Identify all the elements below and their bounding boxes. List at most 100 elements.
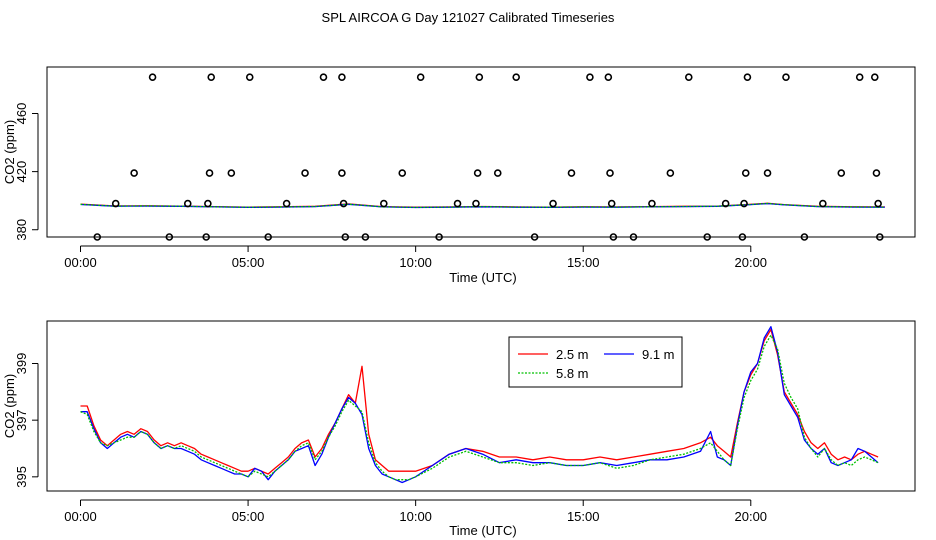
legend: 2.5 m 5.8 m 9.1 m <box>508 336 683 388</box>
scatter-point <box>876 233 884 241</box>
bottom-series-2-5-m <box>80 328 879 475</box>
top-y-tick-label: 380 <box>14 219 29 241</box>
scatter-point <box>339 199 348 208</box>
bottom-y-tick-label: 399 <box>14 353 29 375</box>
bottom-y-tick-label: 397 <box>14 409 29 431</box>
scatter-point <box>165 233 174 241</box>
scatter-point <box>473 169 482 177</box>
scatter-point <box>738 233 747 241</box>
top-x-axis-label: Time (UTC) <box>449 270 516 285</box>
bottom-y-axis-label: CO2 (ppm) <box>2 374 17 438</box>
scatter-point <box>361 233 370 241</box>
legend-label-9-1m: 9.1 m <box>642 347 675 362</box>
scatter-point <box>264 233 272 241</box>
plot-frame-top <box>46 66 916 238</box>
scatter-point <box>380 199 388 208</box>
scatter-point <box>837 169 846 177</box>
scatter-point <box>475 73 484 81</box>
top-y-tick-label: 460 <box>14 103 29 125</box>
scatter-point <box>493 169 502 177</box>
scatter-point <box>855 73 864 81</box>
top-x-tick-label: 15:00 <box>567 255 600 270</box>
scatter-point <box>819 199 827 208</box>
bottom-x-axis: 00:00 05:00 10:00 15:00 20:00 <box>64 499 768 524</box>
scatter-point <box>204 199 212 208</box>
scatter-point <box>648 199 656 208</box>
scatter-point <box>398 169 407 177</box>
scatter-point <box>512 73 520 81</box>
scatter-point <box>435 233 443 241</box>
scatter-point <box>338 73 346 81</box>
scatter-point <box>472 199 480 208</box>
legend-label-2-5m: 2.5 m <box>556 347 589 362</box>
bottom-y-tick-label: 395 <box>14 466 29 488</box>
bottom-x-axis-label: Time (UTC) <box>449 523 516 538</box>
scatter-point <box>874 199 882 208</box>
scatter-point <box>741 169 750 177</box>
scatter-point <box>202 233 210 241</box>
scatter-point <box>703 233 712 241</box>
top-x-tick-label: 20:00 <box>735 255 768 270</box>
bottom-series-9-1-m <box>80 326 879 484</box>
scatter-point <box>530 233 539 241</box>
scatter-point <box>245 73 254 81</box>
top-y-tick-label: 420 <box>14 161 29 183</box>
bottom-series-lines <box>80 326 879 484</box>
scatter-point <box>609 233 618 241</box>
scatter-point <box>453 199 462 208</box>
scatter-point <box>763 169 772 177</box>
top-x-tick-label: 10:00 <box>399 255 432 270</box>
scatter-point <box>148 73 157 81</box>
scatter-point <box>684 73 693 81</box>
scatter-point <box>93 233 102 241</box>
panel-bottom-lines: 00:00 05:00 10:00 15:00 20:00 395 397 399 Time… <box>2 320 916 538</box>
bottom-series-5-8-m <box>80 334 879 481</box>
scatter-point <box>740 199 748 208</box>
top-y-axis: 380 420 460 <box>14 103 39 241</box>
scatter-point <box>606 169 614 177</box>
figure-title: SPL AIRCOA G Day 121027 Calibrated Times… <box>322 10 615 25</box>
scatter-point <box>743 73 752 81</box>
scatter-point <box>282 199 291 208</box>
scatter-point <box>870 73 879 81</box>
bottom-x-tick-label: 00:00 <box>64 509 97 524</box>
legend-box <box>508 336 683 388</box>
scatter-point <box>872 169 881 177</box>
scatter-point <box>227 169 236 177</box>
top-x-tick-label: 00:00 <box>64 255 97 270</box>
bottom-x-tick-label: 15:00 <box>567 509 600 524</box>
legend-label-5-8m: 5.8 m <box>556 366 589 381</box>
scatter-point <box>416 73 425 81</box>
bottom-x-tick-label: 05:00 <box>232 509 265 524</box>
top-x-axis: 00:00 05:00 10:00 15:00 20:00 <box>64 245 768 270</box>
bottom-x-tick-label: 20:00 <box>735 509 768 524</box>
scatter-point <box>205 169 214 177</box>
top-scatter-points <box>93 73 884 241</box>
scatter-point <box>586 73 594 81</box>
scatter-point <box>782 73 790 81</box>
scatter-point <box>338 169 346 177</box>
bottom-x-tick-label: 10:00 <box>399 509 432 524</box>
scatter-point <box>666 169 675 177</box>
top-y-axis-label: CO2 (ppm) <box>2 120 17 184</box>
scatter-point <box>607 199 616 208</box>
scatter-point <box>130 169 138 177</box>
scatter-point <box>721 199 730 208</box>
top-series-lines <box>80 202 885 209</box>
panel-top-scatter: 00:00 05:00 10:00 15:00 20:00 380 420 460 Time… <box>2 66 916 285</box>
scatter-point <box>319 73 328 81</box>
scatter-point <box>604 73 613 81</box>
scatter-point <box>567 169 576 177</box>
scatter-point <box>800 233 809 241</box>
scatter-point <box>549 199 557 208</box>
top-x-tick-label: 05:00 <box>232 255 265 270</box>
plot-frame-bottom <box>46 320 916 492</box>
scatter-point <box>629 233 638 241</box>
scatter-point <box>341 233 350 241</box>
bottom-y-axis: 395 397 399 <box>14 353 39 488</box>
top-series-9-1-m <box>80 202 885 209</box>
scatter-point <box>111 199 120 208</box>
scatter-point <box>207 73 216 81</box>
scatter-point <box>183 199 192 208</box>
